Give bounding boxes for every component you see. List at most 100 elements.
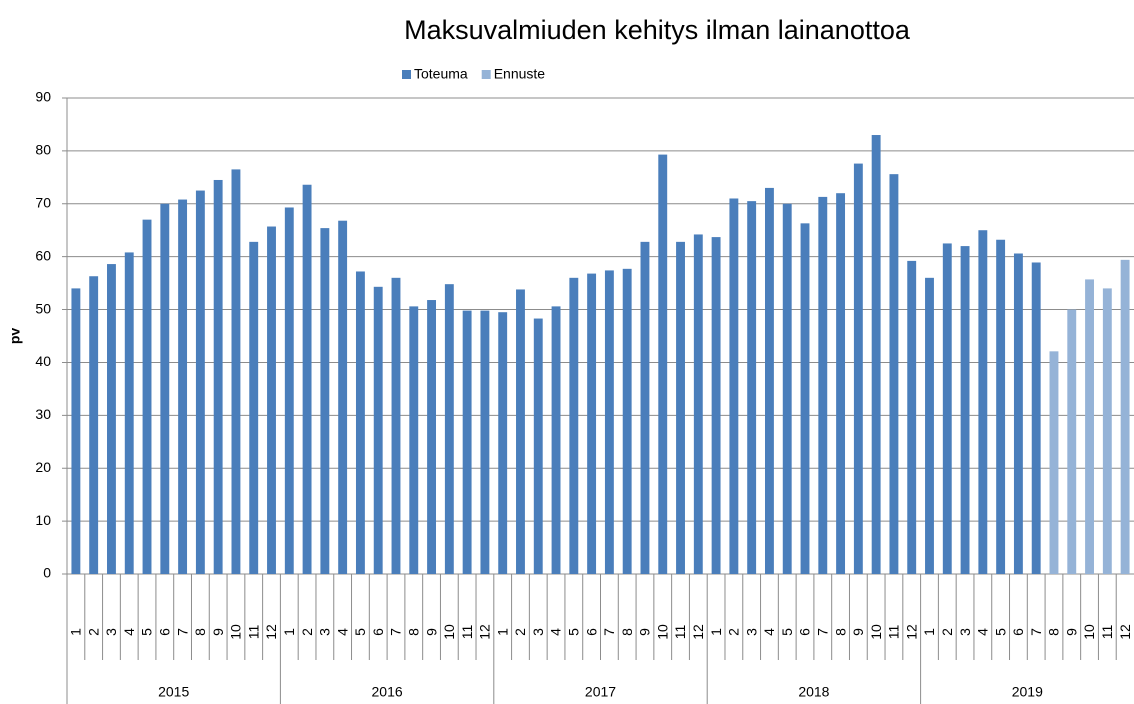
legend-swatch <box>481 70 491 79</box>
bar <box>853 163 863 575</box>
x-tick-label: 1 <box>708 628 724 636</box>
x-tick-label: 9 <box>1063 628 1079 636</box>
bar <box>587 273 597 574</box>
x-tick-label: 4 <box>548 628 564 636</box>
y-tick-label: 30 <box>35 406 51 422</box>
bar <box>960 246 970 575</box>
bar <box>249 241 259 574</box>
x-tick-label: 12 <box>477 624 493 640</box>
x-tick-label: 11 <box>459 625 475 640</box>
x-tick-label: 4 <box>121 628 137 636</box>
x-tick-label: 8 <box>192 628 208 636</box>
x-tick-label: 7 <box>174 628 190 636</box>
bar <box>711 237 721 574</box>
x-tick-label: 3 <box>317 628 333 636</box>
y-tick-label: 70 <box>35 194 51 210</box>
bar <box>178 199 188 574</box>
bar <box>355 271 365 574</box>
bar <box>462 310 472 574</box>
bar <box>516 289 525 574</box>
x-tick-label: 11 <box>886 625 902 640</box>
x-tick-label: 2 <box>512 628 528 636</box>
bar <box>818 196 828 574</box>
chart-title: Maksuvalmiuden kehitys ilman lainanottoa <box>404 15 911 45</box>
bar <box>444 284 454 574</box>
bar <box>729 198 739 574</box>
legend-label: Ennuste <box>494 66 546 82</box>
x-tick-label: 5 <box>352 628 368 636</box>
x-tick-label: 3 <box>530 628 546 636</box>
x-tick-label: 2 <box>939 628 955 636</box>
x-tick-label: 3 <box>957 628 973 636</box>
x-tick-label: 8 <box>1046 628 1062 636</box>
x-group-label: 2017 <box>585 684 616 700</box>
bar <box>1049 351 1059 574</box>
x-tick-label: 9 <box>850 628 866 636</box>
y-tick-label: 90 <box>35 89 51 105</box>
bar <box>160 203 170 574</box>
bar <box>836 193 846 574</box>
x-tick-label: 12 <box>1117 624 1133 640</box>
x-tick-label: 2 <box>726 628 742 636</box>
x-tick-label: 6 <box>157 628 173 636</box>
x-tick-label: 11 <box>245 625 261 640</box>
bar <box>1085 279 1094 574</box>
bar <box>551 306 561 574</box>
bar <box>640 241 650 574</box>
x-tick-label: 10 <box>868 624 884 640</box>
bar <box>1067 309 1077 574</box>
x-tick-label: 4 <box>334 628 350 636</box>
y-tick-label: 80 <box>35 142 51 158</box>
bar <box>604 270 614 574</box>
x-tick-label: 2 <box>299 628 315 636</box>
x-tick-label: 9 <box>210 628 226 636</box>
bar <box>1120 259 1130 574</box>
x-tick-label: 10 <box>654 624 670 640</box>
x-tick-label: 6 <box>583 628 599 636</box>
x-tick-label: 1 <box>281 628 297 636</box>
bar <box>569 277 579 574</box>
x-tick-label: 12 <box>263 624 279 640</box>
x-tick-label: 11 <box>672 625 688 640</box>
bar <box>231 169 241 574</box>
bar <box>1013 253 1023 574</box>
bar <box>925 277 934 574</box>
legend-label: Toteuma <box>414 66 468 82</box>
bar <box>409 306 419 574</box>
bar <box>195 190 205 575</box>
x-tick-label: 12 <box>690 624 706 640</box>
bar <box>1031 262 1041 574</box>
y-tick-label: 20 <box>35 459 51 475</box>
x-tick-label: 7 <box>388 628 404 636</box>
x-tick-label: 6 <box>797 628 813 636</box>
x-tick-label: 2 <box>85 628 101 636</box>
x-group-label: 2015 <box>158 684 189 700</box>
x-tick-label: 9 <box>637 628 653 636</box>
bar <box>871 135 881 574</box>
y-tick-label: 50 <box>35 300 51 316</box>
bar <box>747 201 757 574</box>
x-tick-label: 5 <box>566 628 582 636</box>
x-tick-label: 4 <box>761 628 777 636</box>
x-tick-label: 12 <box>903 624 919 640</box>
x-group-label: 2019 <box>1012 684 1043 700</box>
bar <box>676 241 685 574</box>
x-tick-label: 1 <box>921 628 937 636</box>
bar <box>1102 288 1112 574</box>
bar <box>622 268 632 574</box>
x-tick-label: 1 <box>494 628 510 636</box>
x-tick-label: 7 <box>1028 628 1044 636</box>
bar <box>782 203 792 574</box>
x-tick-label: 7 <box>601 628 617 636</box>
x-tick-label: 8 <box>832 628 848 636</box>
x-tick-label: 6 <box>1010 628 1026 636</box>
x-tick-label: 10 <box>228 624 244 640</box>
x-tick-label: 5 <box>139 628 155 636</box>
bar <box>267 226 276 574</box>
bar <box>498 312 508 574</box>
bar <box>142 219 152 574</box>
x-group-label: 2018 <box>798 684 829 700</box>
x-tick-label: 8 <box>405 628 421 636</box>
x-tick-label: 9 <box>423 628 439 636</box>
bar <box>800 223 810 574</box>
